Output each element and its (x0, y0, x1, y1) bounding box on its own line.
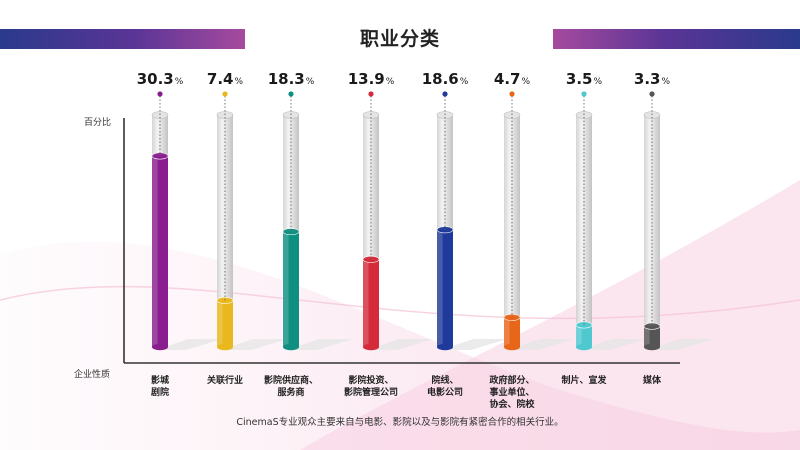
data-label-value: 18.6 (421, 70, 459, 88)
category-label: 媒体 (642, 376, 661, 386)
bar-shadow (580, 339, 646, 350)
category-label: 影院供应商、 服务商 (263, 376, 318, 398)
chart-title: 职业分类 (359, 28, 440, 50)
data-label-value: 3.5 (565, 70, 593, 88)
category-label: 影院投资、 影院管理公司 (343, 376, 398, 398)
category-label: 影城 剧院 (150, 376, 169, 398)
bar-marker-dot (581, 91, 587, 97)
data-label-value: 3.3 (633, 70, 661, 88)
bar-base (644, 343, 660, 351)
bar-highlight (437, 229, 443, 347)
bar-highlight (217, 300, 223, 347)
bar-marker-dot (442, 91, 448, 97)
bar-highlight (152, 155, 158, 347)
bar-highlight (576, 324, 582, 347)
title-bar-left (0, 29, 245, 49)
data-label-unit: % (234, 77, 244, 87)
title-bar-right (553, 29, 800, 49)
category-label: 关联行业 (206, 376, 243, 386)
data-label-unit: % (174, 77, 184, 87)
bar-shadow (156, 339, 222, 350)
bar-shadow (367, 339, 433, 350)
bar-marker-dot (222, 91, 228, 97)
data-label-value: 13.9 (347, 70, 385, 88)
data-label-unit: % (385, 77, 395, 87)
bar (644, 326, 660, 347)
data-label-value: 4.7 (493, 70, 521, 88)
bar-tube (576, 115, 592, 347)
data-label-unit: % (593, 77, 603, 87)
data-label-unit: % (459, 77, 469, 87)
bar-marker-dot (368, 91, 374, 97)
bar-shadow (508, 339, 574, 350)
data-label: 4.7% (477, 70, 547, 88)
bar-marker-dot (649, 91, 655, 97)
bar-base (152, 343, 168, 351)
bar-base (283, 343, 299, 351)
x-axis-label: 企业性质 (74, 370, 111, 380)
bar-marker-dot (509, 91, 515, 97)
data-label-unit: % (305, 77, 315, 87)
data-label-value: 30.3 (136, 70, 174, 88)
bar-tube (644, 115, 660, 347)
bar (152, 155, 168, 347)
data-label-value: 7.4 (206, 70, 234, 88)
bar-top (643, 322, 661, 330)
data-label: 18.3% (256, 70, 326, 88)
bar-highlight (644, 326, 650, 347)
bar-shadow (648, 339, 714, 350)
chart-caption: CinemaS专业观众主要来自与电影、影院以及与影院有紧密合作的相关行业。 (236, 417, 564, 428)
bar-shadow (287, 339, 353, 350)
data-label: 3.5% (549, 70, 619, 88)
bar-tube (217, 115, 233, 347)
bar-top (362, 255, 380, 263)
category-label: 政府部分、 事业单位、 协会、院校 (489, 376, 535, 410)
bar-base (217, 343, 233, 351)
data-label: 3.3% (617, 70, 687, 88)
data-label-unit: % (661, 77, 671, 87)
data-label: 30.3% (125, 70, 195, 88)
bar-shadow (441, 339, 507, 350)
bar-highlight (363, 259, 369, 347)
bar-shadow (221, 339, 287, 350)
bar-base (437, 343, 453, 351)
bar-base (504, 343, 520, 351)
category-label: 制片、宣发 (561, 376, 607, 386)
bar-top (282, 228, 300, 236)
bar-marker-dot (157, 91, 163, 97)
bar-marker-dot (288, 91, 294, 97)
bar-tube (504, 115, 520, 347)
bar-base (363, 343, 379, 351)
bar-highlight (504, 317, 510, 347)
bar (217, 300, 233, 347)
bar (283, 231, 299, 347)
bar-highlight (283, 231, 289, 347)
bar (504, 317, 520, 347)
y-axis-label: 百分比 (84, 118, 112, 128)
category-label: 院线、 电影公司 (426, 376, 463, 398)
data-label: 13.9% (336, 70, 406, 88)
bar-base (576, 343, 592, 351)
data-label-unit: % (521, 77, 531, 87)
data-label-value: 18.3 (267, 70, 305, 88)
bar (437, 229, 453, 347)
bar (363, 259, 379, 347)
data-label: 7.4% (190, 70, 260, 88)
data-label: 18.6% (410, 70, 480, 88)
bar (576, 324, 592, 347)
background-swoosh-right (300, 180, 800, 450)
